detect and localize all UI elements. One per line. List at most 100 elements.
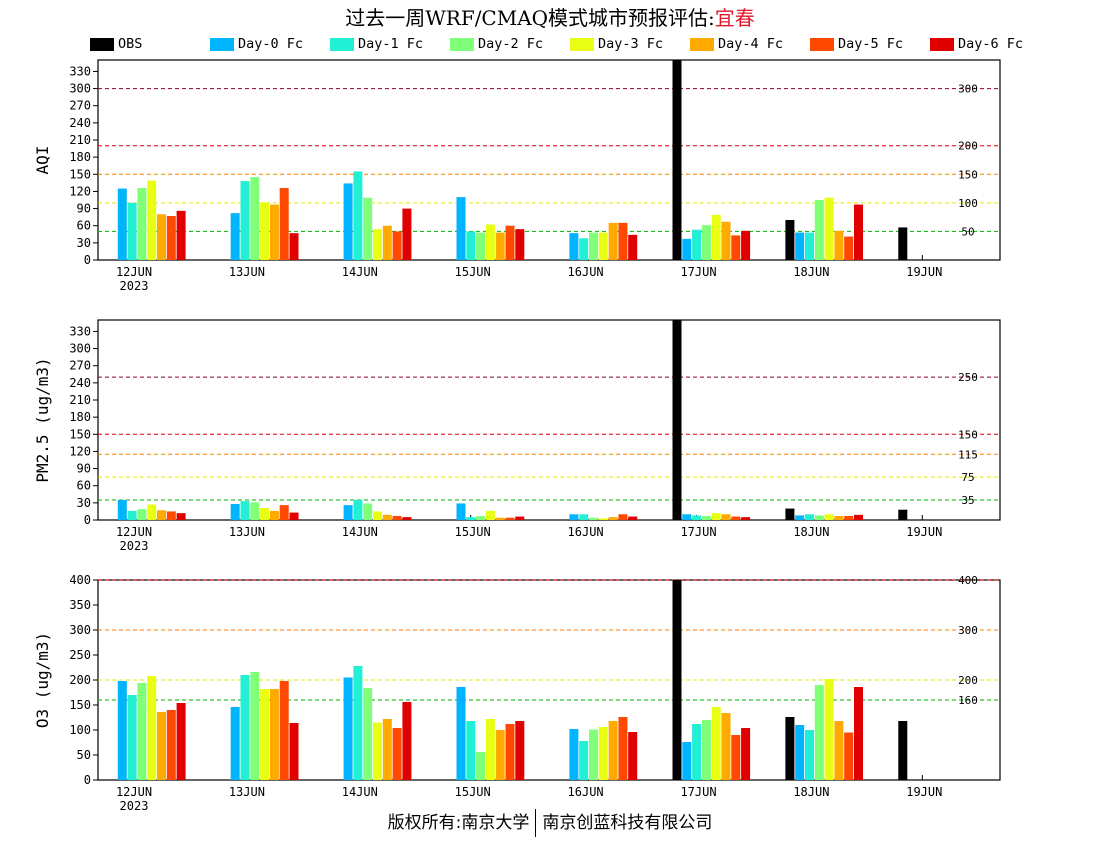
pm25-bar-day-3-fc-17jun bbox=[711, 513, 721, 520]
aqi-xtick-label-2: 14JUN bbox=[342, 265, 378, 279]
aqi-bar-day-3-fc-16jun bbox=[598, 232, 608, 260]
pm25-bar-day-0-fc-15jun bbox=[456, 503, 466, 520]
pm25-bar-day-5-fc-18jun bbox=[844, 516, 854, 520]
footer-company: 南京创蓝科技有限公司 bbox=[542, 813, 713, 833]
pm25-bar-obs-19jun bbox=[898, 509, 908, 520]
o3-bar-day-5-fc-17jun bbox=[731, 735, 741, 780]
pm25-xtick-label-0: 12JUN bbox=[116, 525, 152, 539]
pm25-bar-day-1-fc-17jun bbox=[692, 515, 702, 520]
legend-swatch bbox=[450, 37, 474, 51]
aqi-bar-day-0-fc-18jun bbox=[795, 232, 805, 260]
legend-swatch bbox=[690, 37, 714, 51]
aqi-bar-day-0-fc-16jun bbox=[569, 233, 579, 260]
o3-bar-day-0-fc-18jun bbox=[795, 725, 805, 780]
o3-ytick-label-1: 50 bbox=[77, 748, 91, 762]
legend-label: Day-5 Fc bbox=[838, 36, 904, 52]
o3-bar-day-6-fc-18jun bbox=[854, 687, 863, 780]
o3-bar-day-3-fc-12jun bbox=[147, 676, 157, 780]
pm25-xtick-label-2: 14JUN bbox=[342, 525, 378, 539]
legend-item-day6: Day-6 Fc bbox=[930, 35, 1023, 53]
aqi-bar-day-3-fc-15jun bbox=[485, 224, 495, 260]
pm25-bar-day-5-fc-13jun bbox=[279, 505, 289, 520]
aqi-bar-day-5-fc-18jun bbox=[844, 236, 854, 260]
legend-item-obs: OBS bbox=[90, 35, 142, 53]
legend-swatch bbox=[930, 37, 954, 51]
o3-ytick-label-2: 100 bbox=[69, 723, 91, 737]
o3-bar-day-0-fc-15jun bbox=[456, 687, 466, 780]
legend-item-day4: Day-4 Fc bbox=[690, 35, 783, 53]
aqi-bar-day-0-fc-15jun bbox=[456, 197, 466, 260]
aqi-ytick-label-0: 0 bbox=[84, 253, 91, 267]
aqi-bar-day-5-fc-14jun bbox=[392, 231, 402, 260]
o3-bar-day-3-fc-15jun bbox=[485, 719, 495, 780]
pm25-bar-day-4-fc-16jun bbox=[608, 517, 618, 520]
o3-bar-day-6-fc-17jun bbox=[741, 728, 751, 780]
o3-bar-day-2-fc-12jun bbox=[137, 683, 147, 780]
o3-year-label: 2023 bbox=[120, 799, 149, 813]
o3-bar-day-5-fc-13jun bbox=[279, 681, 289, 780]
aqi-bar-day-1-fc-13jun bbox=[240, 181, 250, 260]
o3-bar-day-4-fc-14jun bbox=[382, 719, 392, 780]
o3-ytick-label-6: 300 bbox=[69, 623, 91, 637]
o3-threshold-label-3: 400 bbox=[958, 574, 978, 587]
pm25-threshold-label-3: 150 bbox=[958, 428, 978, 441]
pm25-bar-day-4-fc-13jun bbox=[269, 510, 279, 520]
pm25-bar-day-2-fc-13jun bbox=[250, 502, 260, 520]
legend-item-day2: Day-2 Fc bbox=[450, 35, 543, 53]
aqi-bar-day-2-fc-15jun bbox=[476, 232, 486, 260]
aqi-bar-day-3-fc-14jun bbox=[373, 229, 382, 260]
o3-bar-day-3-fc-17jun bbox=[711, 707, 721, 780]
aqi-bar-day-6-fc-15jun bbox=[515, 229, 525, 260]
footer-copyright: 版权所有:南京大学 bbox=[387, 813, 530, 833]
legend-label: Day-4 Fc bbox=[718, 36, 784, 52]
aqi-bar-day-6-fc-17jun bbox=[741, 230, 751, 260]
o3-bar-day-1-fc-15jun bbox=[466, 721, 476, 780]
o3-ytick-label-4: 200 bbox=[69, 673, 91, 687]
aqi-bar-day-2-fc-16jun bbox=[589, 232, 598, 260]
pm25-bar-day-2-fc-14jun bbox=[363, 503, 373, 520]
legend-item-day0: Day-0 Fc bbox=[210, 35, 303, 53]
pm25-plot-frame bbox=[97, 319, 1001, 521]
o3-bar-day-1-fc-12jun bbox=[127, 695, 137, 780]
pm25-bar-day-0-fc-17jun bbox=[682, 514, 692, 520]
aqi-xtick-label-5: 17JUN bbox=[680, 265, 716, 279]
footer: 版权所有:南京大学 南京创蓝科技有限公司 bbox=[0, 808, 1100, 837]
chart-title: 过去一周WRF/CMAQ模式城市预报评估:宜春 bbox=[0, 2, 1100, 31]
aqi-bar-day-3-fc-18jun bbox=[824, 197, 834, 260]
aqi-year-label: 2023 bbox=[120, 279, 149, 293]
aqi-bar-day-6-fc-12jun bbox=[176, 210, 186, 260]
pm25-bar-day-5-fc-12jun bbox=[166, 511, 176, 520]
aqi-bar-day-0-fc-13jun bbox=[230, 213, 240, 260]
o3-xtick-label-6: 18JUN bbox=[793, 785, 829, 799]
o3-bar-day-1-fc-16jun bbox=[579, 741, 589, 780]
aqi-bar-day-2-fc-17jun bbox=[701, 225, 711, 260]
o3-bar-day-4-fc-12jun bbox=[157, 712, 166, 780]
aqi-bar-day-4-fc-13jun bbox=[269, 204, 279, 260]
o3-ytick-label-8: 400 bbox=[69, 573, 91, 587]
aqi-bar-day-3-fc-13jun bbox=[260, 202, 270, 260]
o3-bar-day-2-fc-14jun bbox=[363, 688, 373, 780]
pm25-xtick-label-5: 17JUN bbox=[680, 525, 716, 539]
o3-bar-day-3-fc-14jun bbox=[373, 722, 382, 780]
pm25-bar-day-2-fc-17jun bbox=[701, 516, 711, 520]
o3-bar-day-6-fc-15jun bbox=[515, 721, 525, 780]
pm25-bar-day-6-fc-14jun bbox=[402, 517, 412, 520]
aqi-xtick-label-7: 19JUN bbox=[906, 265, 942, 279]
pm25-bar-day-1-fc-16jun bbox=[579, 514, 589, 520]
o3-bar-day-4-fc-15jun bbox=[495, 730, 505, 780]
o3-xtick-label-3: 15JUN bbox=[455, 785, 491, 799]
pm25-bar-day-5-fc-15jun bbox=[505, 517, 515, 520]
aqi-plot-frame bbox=[97, 59, 1001, 261]
pm25-bar-day-4-fc-12jun bbox=[157, 510, 166, 520]
aqi-bar-day-4-fc-12jun bbox=[157, 214, 166, 260]
pm25-bar-day-3-fc-16jun bbox=[598, 518, 608, 520]
pm25-bar-day-2-fc-16jun bbox=[589, 517, 598, 520]
legend-label: Day-0 Fc bbox=[238, 36, 304, 52]
aqi-bar-day-0-fc-14jun bbox=[343, 183, 353, 260]
aqi-bar-day-6-fc-13jun bbox=[289, 233, 299, 260]
pm25-bar-day-2-fc-12jun bbox=[137, 509, 147, 520]
o3-ytick-label-5: 250 bbox=[69, 648, 91, 662]
aqi-bar-obs-18jun bbox=[785, 220, 795, 260]
pm25-bar-day-0-fc-12jun bbox=[117, 500, 127, 520]
o3-bar-day-6-fc-12jun bbox=[176, 703, 186, 780]
